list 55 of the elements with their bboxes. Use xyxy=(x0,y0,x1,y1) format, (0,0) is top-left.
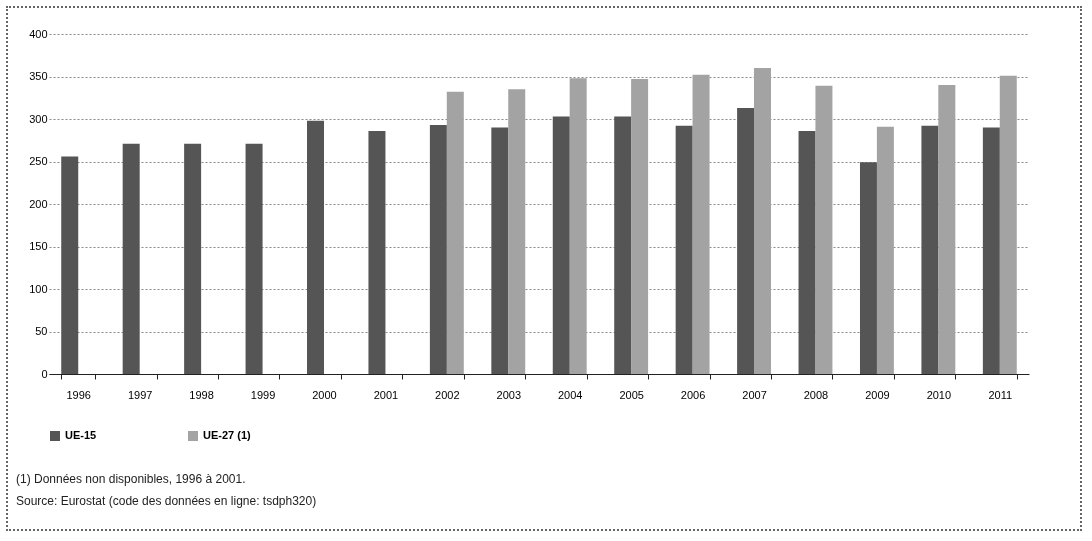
bar xyxy=(921,125,939,374)
y-tick-label: 0 xyxy=(41,367,48,380)
legend-label: UE-15 xyxy=(65,429,97,441)
x-tick-label: 2010 xyxy=(926,388,952,401)
x-tick-label: 2008 xyxy=(803,388,829,401)
x-tick-label: 2011 xyxy=(988,388,1013,401)
bar xyxy=(368,130,386,374)
bar xyxy=(982,127,1000,374)
bar xyxy=(61,156,79,374)
x-tick-label: 2009 xyxy=(865,388,890,401)
bar xyxy=(245,143,263,374)
source-note: Source: Eurostat (code des données en ligne: tsdph320) xyxy=(16,493,317,510)
bar xyxy=(675,125,693,374)
y-tick-label: 200 xyxy=(29,197,48,210)
bar xyxy=(184,143,202,374)
bar xyxy=(307,120,324,374)
bar xyxy=(938,85,956,374)
x-tick-label: 2000 xyxy=(312,388,337,401)
bar xyxy=(859,162,877,374)
bar xyxy=(737,107,755,374)
x-tick-label: 2003 xyxy=(496,388,522,401)
bar xyxy=(446,91,464,374)
y-tick-label: 350 xyxy=(29,70,48,82)
y-tick-label: 300 xyxy=(29,112,48,125)
bar xyxy=(876,126,894,374)
y-tick-label: 150 xyxy=(29,240,48,252)
x-tick-label: 2007 xyxy=(742,388,767,401)
bar xyxy=(122,143,140,374)
bar xyxy=(815,85,833,374)
bar xyxy=(429,124,447,374)
x-tick-label: 1998 xyxy=(189,388,214,401)
legend-label: UE-27 (1) xyxy=(203,429,252,441)
bar xyxy=(508,89,526,374)
text: (1) Données non disponibles, 1996 à 2001. xyxy=(16,471,247,488)
x-tick-label: 1996 xyxy=(66,388,91,401)
bar xyxy=(631,79,649,374)
bar xyxy=(754,68,771,374)
bar xyxy=(798,130,816,374)
x-tick-label: 2005 xyxy=(619,388,644,401)
bar xyxy=(614,116,632,374)
bar xyxy=(491,127,509,374)
x-tick-label: 1997 xyxy=(127,388,153,401)
y-tick-label: 250 xyxy=(29,155,48,167)
x-tick-label: 1999 xyxy=(250,388,276,401)
bar xyxy=(552,116,570,374)
bar xyxy=(569,78,587,374)
x-tick-label: 2004 xyxy=(557,388,583,401)
x-tick-label: 2006 xyxy=(680,388,706,401)
x-tick-label: 2001 xyxy=(373,388,399,401)
x-tick-label: 2002 xyxy=(435,388,460,401)
y-tick-label: 100 xyxy=(29,282,48,295)
bar xyxy=(692,74,710,374)
y-tick-label: 400 xyxy=(29,27,48,40)
y-tick-label: 50 xyxy=(35,325,48,337)
bar xyxy=(999,75,1017,374)
